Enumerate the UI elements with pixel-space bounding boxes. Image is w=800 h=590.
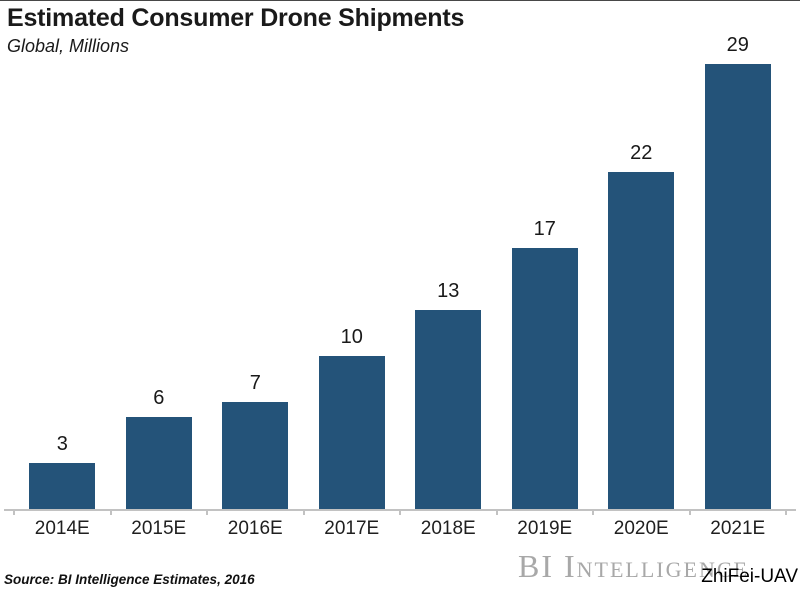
axis-tick bbox=[495, 510, 498, 515]
bar-group: 29 bbox=[690, 34, 787, 509]
bar-group: 13 bbox=[400, 49, 497, 509]
x-axis-label: 2019E bbox=[517, 518, 573, 539]
x-axis-label: 2021E bbox=[710, 518, 766, 539]
chart-title: Estimated Consumer Drone Shipments bbox=[7, 4, 465, 32]
bar bbox=[222, 402, 289, 509]
bar-value-label: 17 bbox=[533, 218, 556, 240]
axis-tick bbox=[206, 510, 208, 515]
top-border-line bbox=[0, 0, 800, 1]
bar-group: 10 bbox=[304, 49, 401, 509]
bar-value-label: 22 bbox=[630, 142, 653, 164]
axis-tick bbox=[688, 510, 691, 515]
bar-group: 7 bbox=[207, 49, 304, 509]
bar-value-label: 3 bbox=[56, 433, 68, 455]
overlay-tag: ZhiFei-UAV bbox=[701, 566, 798, 587]
bi-intelligence-watermark: BI Intelligence bbox=[518, 548, 749, 584]
bar bbox=[125, 417, 192, 509]
bar-value-label: 6 bbox=[153, 387, 165, 409]
x-axis-label: 2015E bbox=[131, 518, 187, 539]
axis-tick bbox=[592, 510, 594, 515]
bar-value-label: 29 bbox=[726, 34, 749, 56]
axis-tick bbox=[399, 510, 401, 515]
x-axis-labels: 2014E 2015E 2016E 2017E 2018E 2019E 2020E 2021E bbox=[14, 518, 786, 540]
bar bbox=[704, 64, 771, 509]
x-axis-label: 2014E bbox=[34, 518, 90, 539]
bar bbox=[318, 356, 385, 509]
chart-subtitle: Global, Millions bbox=[7, 36, 130, 56]
axis-tick bbox=[13, 510, 15, 515]
source-note: Source: BI Intelligence Estimates, 2016 bbox=[4, 572, 255, 587]
x-axis-label: 2016E bbox=[227, 518, 283, 539]
bar-value-label: 10 bbox=[340, 326, 363, 348]
bar bbox=[608, 172, 675, 509]
plot-area: 3 6 7 10 13 17 22 29 bbox=[14, 34, 787, 509]
bar bbox=[415, 310, 482, 509]
bar-value-label: 13 bbox=[437, 280, 460, 302]
bar bbox=[511, 248, 578, 509]
bar bbox=[29, 463, 96, 509]
bar-value-label: 7 bbox=[249, 372, 261, 394]
bar-group: 6 bbox=[111, 49, 208, 509]
x-axis-label: 2020E bbox=[613, 518, 669, 539]
bar-group: 22 bbox=[593, 49, 690, 509]
axis-tick bbox=[785, 510, 787, 515]
axis-tick bbox=[302, 510, 305, 515]
x-axis-label: 2017E bbox=[324, 518, 380, 539]
bar-group: 3 bbox=[14, 49, 111, 509]
bar-group: 17 bbox=[497, 49, 594, 509]
axis-tick bbox=[109, 510, 112, 515]
x-axis-label: 2018E bbox=[420, 518, 476, 539]
